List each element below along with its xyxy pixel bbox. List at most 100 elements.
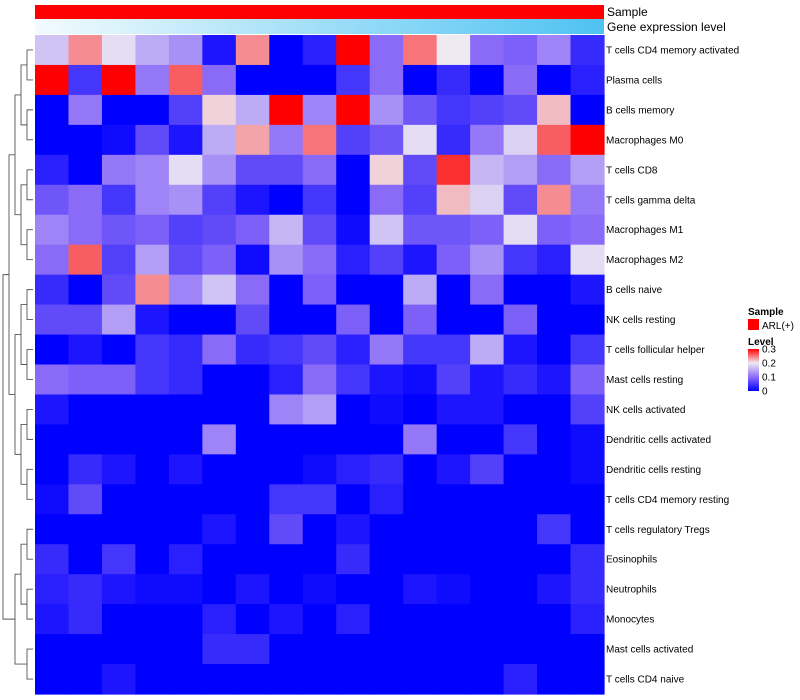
heatmap-cell (235, 124, 270, 156)
heatmap-cell (35, 424, 70, 455)
heatmap-cell (436, 514, 471, 545)
heatmap-cell (503, 544, 538, 575)
heatmap-cell (269, 274, 304, 306)
heatmap-cell (302, 94, 337, 126)
heatmap-cell (570, 604, 605, 635)
legend-level-tick: 0 (762, 387, 768, 398)
heatmap-cell (336, 64, 371, 96)
heatmap-cell (570, 244, 605, 276)
legend-sample-entry: ARL(+) (762, 321, 794, 332)
heatmap-cell (302, 514, 337, 545)
heatmap-cell (235, 244, 270, 276)
dendrogram-branch (20, 543, 27, 605)
heatmap-cell (503, 454, 538, 485)
heatmap-cell (503, 154, 538, 186)
heatmap-cell (68, 304, 103, 336)
heatmap-cell (436, 35, 471, 66)
heatmap-cell (537, 35, 572, 66)
heatmap-cell (202, 244, 237, 276)
heatmap-cell (336, 244, 371, 276)
heatmap-cell (101, 274, 137, 306)
heatmap-cell (68, 634, 103, 665)
heatmap-cell (101, 424, 137, 455)
heatmap-cell (336, 544, 371, 575)
heatmap-cell (35, 484, 70, 515)
heatmap-cell (68, 574, 103, 605)
heatmap-cell (537, 94, 572, 126)
heatmap-cell (168, 364, 203, 396)
heatmap-cell (235, 364, 270, 396)
heatmap-cell (202, 35, 237, 66)
heatmap-cell (269, 484, 304, 515)
dendrogram-branch (26, 588, 33, 620)
heatmap-cell (168, 544, 203, 575)
dendrogram-branch (26, 49, 33, 81)
heatmap-cell (269, 304, 304, 336)
legend-level-tick: 0.2 (762, 359, 776, 370)
heatmap-cell (302, 424, 337, 455)
heatmap-cell (202, 94, 237, 126)
heatmap-cell (235, 664, 270, 695)
heatmap-cell (436, 154, 471, 186)
dendrogram-branch (26, 289, 33, 321)
heatmap-cell (537, 244, 572, 276)
heatmap-cell (269, 64, 304, 96)
heatmap-cell (336, 574, 371, 605)
heatmap-cell (35, 35, 70, 66)
heatmap-cell (570, 35, 605, 66)
heatmap-cell (202, 484, 237, 515)
dendrogram-branch (26, 349, 33, 380)
heatmap-cell (101, 574, 137, 605)
row-dendrogram (2, 49, 33, 680)
heatmap-cell (101, 484, 137, 515)
heatmap-cell (436, 64, 471, 96)
heatmap-cell (168, 574, 203, 605)
heatmap-cell (302, 394, 337, 425)
heatmap-cell (403, 364, 438, 396)
heatmap-cell (570, 124, 605, 156)
dendrogram-branch (20, 184, 27, 246)
row-label: T cells CD4 memory activated (606, 45, 739, 56)
heatmap-cell (336, 634, 371, 665)
heatmap-cell (369, 94, 404, 126)
row-label: T cells regulatory Tregs (606, 525, 710, 536)
heatmap-cell (336, 514, 371, 545)
heatmap-cell (235, 424, 270, 455)
heatmap-cell (35, 64, 70, 96)
heatmap-cell (235, 484, 270, 515)
heatmap-cell (269, 184, 304, 216)
heatmap-cell (503, 244, 538, 276)
row-label: T cells follicular helper (606, 345, 705, 356)
heatmap-cell (302, 454, 337, 485)
heatmap-cell (403, 514, 438, 545)
heatmap-cell (168, 424, 203, 455)
legend-sample-swatch (748, 319, 759, 330)
heatmap-cell (68, 604, 103, 635)
heatmap-cell (302, 604, 337, 635)
heatmap-cell (68, 64, 103, 96)
dendrogram-branch (26, 109, 33, 141)
heatmap-cell (168, 35, 203, 66)
heatmap-cell (537, 604, 572, 635)
heatmap-cell (101, 304, 137, 336)
heatmap-cell (369, 214, 404, 246)
heatmap-cell (503, 424, 538, 455)
heatmap-cell (570, 514, 605, 545)
heatmap-cell (503, 514, 538, 545)
legend-level-tick: 0.1 (762, 373, 776, 384)
heatmap-cell (168, 484, 203, 515)
sample-annotation-bar (35, 5, 604, 19)
row-label: Macrophages M1 (606, 225, 684, 236)
heatmap-cell (101, 514, 137, 545)
heatmap-cell (470, 424, 505, 455)
heatmap-cell (470, 124, 505, 156)
heatmap-cell (503, 364, 538, 396)
heatmap-cell (369, 154, 404, 186)
dendrogram-branch (26, 468, 33, 500)
heatmap-cell (35, 454, 70, 485)
heatmap-cell (68, 274, 103, 306)
heatmap-cell (68, 94, 103, 126)
heatmap-cell (35, 664, 70, 695)
heatmap-cell (503, 604, 538, 635)
annotation-label-gene-expression: Gene expression level (607, 20, 726, 34)
